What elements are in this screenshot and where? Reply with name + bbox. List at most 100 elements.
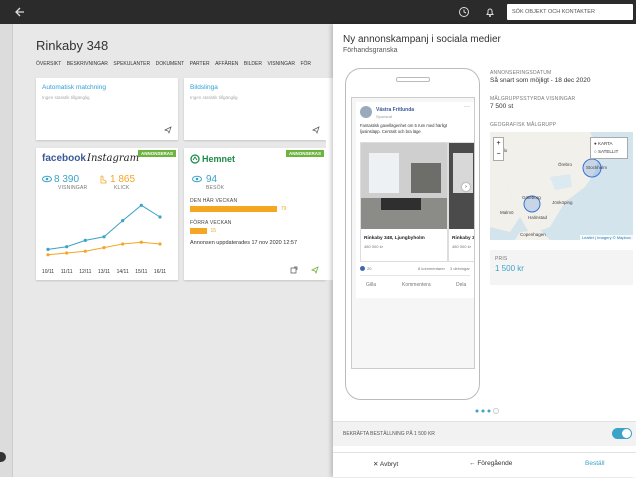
reactions: 20 bbox=[367, 266, 372, 271]
map-place: Halmstad bbox=[528, 215, 548, 220]
views-point bbox=[83, 238, 87, 242]
hemnet-card: Hemnet ANNONSERAS 94 BESÖK DEN HÄR VECKA… bbox=[184, 148, 326, 280]
card-title: Automatisk matchning bbox=[42, 84, 106, 91]
matching-card[interactable]: Automatisk matchning Ingen statistik til… bbox=[36, 78, 178, 140]
status-badge: ANNONSERAS bbox=[285, 150, 324, 157]
clicks-point bbox=[83, 249, 87, 253]
search-box[interactable]: SÖK OBJEKT OCH KONTAKTER bbox=[507, 4, 633, 20]
share-action[interactable]: Dela bbox=[456, 282, 467, 288]
map-place: Örebro bbox=[558, 162, 573, 167]
carousel-item[interactable]: Rinkaby 348, Ljungbyholm 480 000 kr bbox=[360, 142, 448, 262]
panel-title: Ny annonskampanj i sociala medier bbox=[343, 34, 501, 45]
zoom-control: + − bbox=[493, 137, 504, 161]
button-label: Avbryt bbox=[379, 461, 399, 468]
clicks-point bbox=[158, 242, 162, 246]
shares: 3 delningar bbox=[450, 266, 470, 271]
views-label: VISNINGAR bbox=[58, 185, 88, 191]
visits-label: BESÖK bbox=[206, 185, 225, 191]
map-option[interactable]: ● KARTA bbox=[594, 141, 613, 146]
post-menu[interactable]: ··· bbox=[464, 104, 470, 110]
item-title: Rinkaby 348, Ljungbyholm bbox=[364, 236, 425, 241]
x-tick-label: 14/11 bbox=[117, 269, 129, 275]
tab[interactable]: BESKRIVNINGAR bbox=[66, 61, 108, 67]
tab[interactable]: VISNINGAR bbox=[267, 61, 295, 67]
divider bbox=[360, 275, 470, 276]
back-button[interactable] bbox=[14, 6, 26, 18]
tab[interactable]: ÖVERSIKT bbox=[36, 61, 62, 67]
map[interactable]: Oslo Örebro Stockholm Göteborg Jönköping… bbox=[490, 132, 633, 240]
tab[interactable]: PARTER bbox=[189, 61, 210, 67]
clicks-point bbox=[65, 251, 69, 255]
map-place: Göteborg bbox=[522, 195, 541, 200]
sidebar bbox=[0, 24, 13, 477]
views-point bbox=[139, 203, 143, 207]
confirm-toggle[interactable] bbox=[612, 428, 632, 439]
card-actions[interactable] bbox=[290, 266, 320, 274]
tab[interactable]: AFFÄREN bbox=[215, 61, 239, 67]
x-tick-label: 13/11 bbox=[98, 269, 110, 275]
carousel-next[interactable]: › bbox=[462, 183, 470, 191]
sidebar-avatar[interactable] bbox=[0, 452, 6, 462]
property-title: Rinkaby 348 bbox=[36, 38, 109, 53]
option-label: SATELLIT bbox=[597, 149, 619, 154]
clicks-point bbox=[102, 246, 106, 250]
clicks-label: KLICK bbox=[114, 185, 130, 191]
comment-action[interactable]: Kommentera bbox=[402, 282, 431, 288]
previous-button[interactable]: ← Föregående bbox=[469, 460, 513, 467]
order-button[interactable]: Beställ bbox=[585, 460, 605, 467]
phone-screen: Västra Fritlunda Sponsrat ··· Fantastisk… bbox=[351, 97, 475, 369]
views-count: 8 390 bbox=[54, 174, 80, 185]
bell-icon[interactable] bbox=[484, 6, 496, 18]
eye-icon bbox=[42, 175, 52, 183]
ad-post: Västra Fritlunda Sponsrat ··· Fantastisk… bbox=[356, 102, 474, 298]
send-icon[interactable] bbox=[312, 126, 320, 134]
map-tiles bbox=[490, 132, 633, 240]
panel-subtitle: Förhandsgranska bbox=[343, 47, 398, 54]
geo-label: GEOGRAFISK MÅLGRUPP bbox=[490, 122, 557, 128]
carousel-item[interactable]: Rinkaby 3 480 000 kr bbox=[448, 142, 475, 262]
social-card: facebook Instagram ANNONSERAS 8 390 VISN… bbox=[36, 148, 178, 280]
instagram-logo: Instagram bbox=[87, 153, 140, 164]
visits-count: 94 bbox=[206, 174, 218, 185]
map-place: Stockholm bbox=[586, 165, 608, 170]
slideshow-card[interactable]: Bildslinga Ingen statistik tillgänglig bbox=[184, 78, 326, 140]
satellite-option[interactable]: ○ SATELLIT bbox=[594, 149, 619, 154]
tab[interactable]: BILDER bbox=[243, 61, 262, 67]
top-bar: SÖK OBJEKT OCH KONTAKTER bbox=[0, 0, 636, 24]
last-week-label: FÖRRA VECKAN bbox=[190, 220, 232, 226]
status-badge: ANNONSERAS bbox=[137, 150, 176, 157]
date-label: ANNONSERINGSDATUM bbox=[490, 70, 552, 76]
last-week-bar bbox=[190, 228, 207, 234]
tab[interactable]: DOKUMENT bbox=[155, 61, 185, 67]
card-note: Ingen statistik tillgänglig bbox=[190, 95, 238, 100]
facebook-logo: facebook bbox=[42, 153, 86, 164]
tab[interactable]: SPEKULANTER bbox=[113, 61, 151, 67]
card-title: Bildslinga bbox=[190, 84, 218, 91]
search-placeholder: SÖK OBJEKT OCH KONTAKTER bbox=[512, 9, 595, 15]
confirm-bar: BEKRÄFTA BESTÄLLNING PÅ 1 500 KR bbox=[333, 421, 636, 446]
pager-dots bbox=[475, 408, 499, 414]
footer: ✕ Avbryt ← Föregående Beställ bbox=[333, 452, 636, 478]
tab[interactable]: FÖR bbox=[300, 61, 312, 67]
sponsored: Sponsrat bbox=[376, 114, 393, 119]
views-point bbox=[158, 215, 162, 219]
item-title: Rinkaby 3 bbox=[452, 236, 475, 241]
next-card-edge bbox=[326, 78, 333, 280]
this-week-label: DEN HÄR VECKAN bbox=[190, 198, 238, 204]
like-action[interactable]: Gilla bbox=[366, 282, 377, 288]
clicks-point bbox=[139, 240, 143, 244]
zoom-in[interactable]: + bbox=[496, 140, 501, 147]
cancel-button[interactable]: ✕ Avbryt bbox=[373, 461, 399, 468]
clicks-point bbox=[46, 253, 50, 257]
eye-icon bbox=[192, 175, 202, 183]
views-point bbox=[65, 245, 69, 249]
history-icon[interactable] bbox=[458, 6, 470, 18]
page-avatar bbox=[360, 106, 372, 118]
this-week-value: 79 bbox=[280, 206, 287, 212]
zoom-out[interactable]: − bbox=[496, 151, 501, 158]
property-photo bbox=[361, 143, 447, 229]
send-icon[interactable] bbox=[164, 126, 172, 134]
tab-bar: ÖVERSIKT BESKRIVNINGAR SPEKULANTER DOKUMENT… bbox=[36, 61, 317, 67]
hemnet-icon bbox=[190, 154, 200, 164]
